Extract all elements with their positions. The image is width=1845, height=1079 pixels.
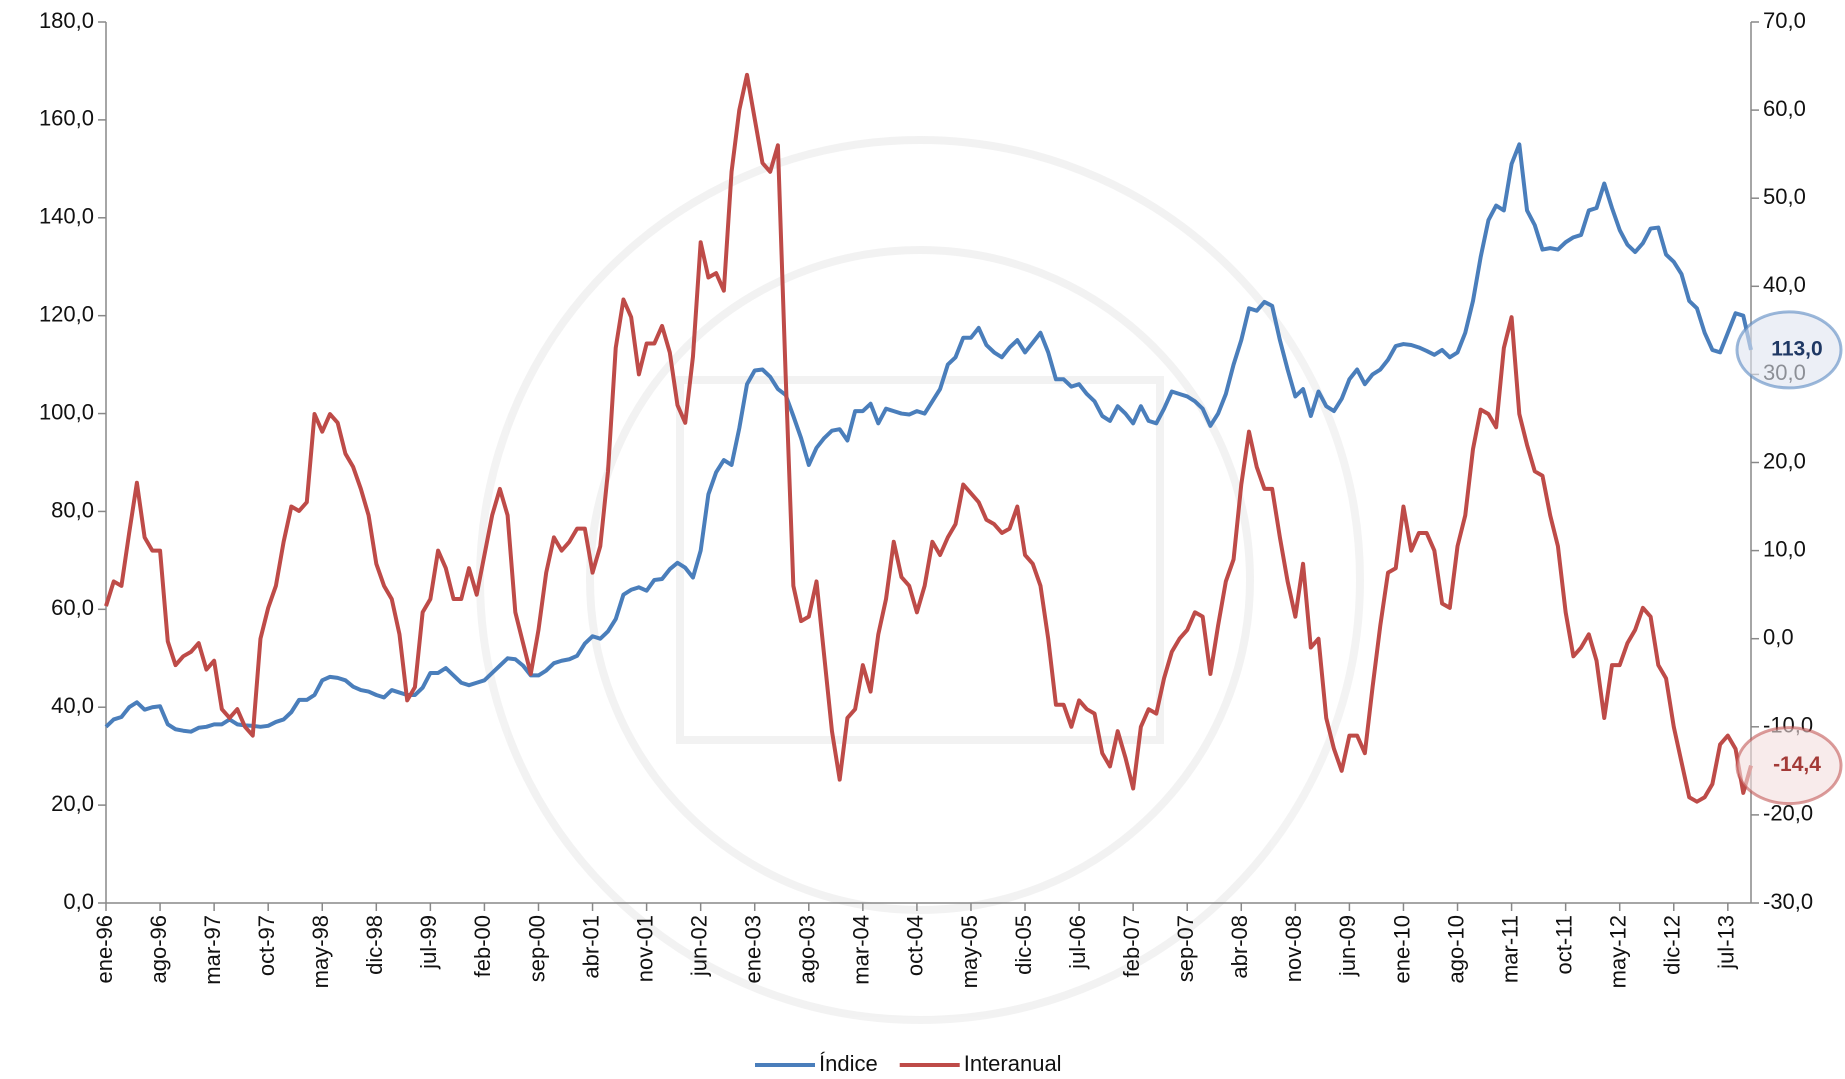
x-tick-label: dic-12 <box>1660 915 1685 975</box>
y2-tick-label: 70,0 <box>1763 8 1806 33</box>
y2-tick-label: 60,0 <box>1763 96 1806 121</box>
x-tick-label: ene-10 <box>1389 915 1414 984</box>
x-tick-label: jul-13 <box>1714 915 1739 970</box>
y-tick-label: 140,0 <box>39 204 94 229</box>
x-tick-label: feb-07 <box>1119 915 1144 977</box>
y2-tick-label: 40,0 <box>1763 272 1806 297</box>
y2-tick-label: -30,0 <box>1763 889 1813 914</box>
y-tick-label: 100,0 <box>39 399 94 424</box>
y-tick-label: 160,0 <box>39 106 94 131</box>
series-line <box>106 144 1751 731</box>
x-tick-label: mar-11 <box>1497 915 1522 983</box>
x-tick-label: ago-10 <box>1443 915 1468 984</box>
x-tick-label: sep-07 <box>1173 915 1198 982</box>
x-tick-label: jul-06 <box>1065 915 1090 970</box>
x-tick-label: jun-02 <box>686 915 711 977</box>
x-tick-label: jul-99 <box>416 915 441 970</box>
x-tick-label: ago-03 <box>795 915 820 984</box>
y2-tick-label: 50,0 <box>1763 184 1806 209</box>
x-tick-label: sep-00 <box>524 915 549 982</box>
y2-tick-label: 10,0 <box>1763 536 1806 561</box>
x-tick-label: ene-96 <box>92 915 117 984</box>
x-tick-label: dic-98 <box>362 915 387 975</box>
x-tick-label: dic-05 <box>1011 915 1036 975</box>
y2-tick-label: 20,0 <box>1763 448 1806 473</box>
x-tick-label: oct-04 <box>903 915 928 976</box>
x-tick-label: may-05 <box>957 915 982 988</box>
y-tick-label: 0,0 <box>63 889 94 914</box>
series-line <box>106 75 1751 802</box>
x-tick-label: may-12 <box>1606 915 1631 988</box>
x-tick-label: nov-01 <box>632 915 657 982</box>
y-tick-label: 80,0 <box>51 497 94 522</box>
x-tick-label: abr-08 <box>1227 915 1252 979</box>
y-tick-label: 60,0 <box>51 595 94 620</box>
x-tick-label: jun-09 <box>1335 915 1360 977</box>
y2-tick-label: 0,0 <box>1763 625 1794 650</box>
chart: 0,0 20,0 40,0 60,0 80,0 100,0 120,0 140,0 160,0 1… <box>0 0 1845 1079</box>
legend-label: Índice <box>819 1051 878 1076</box>
y-tick-label: 40,0 <box>51 693 94 718</box>
y-tick-label: 120,0 <box>39 301 94 326</box>
end-label: -14,4 <box>1773 753 1821 776</box>
x-tick-label: abr-01 <box>578 915 603 979</box>
end-label: 113,0 <box>1771 337 1822 360</box>
x-tick-label: ago-96 <box>146 915 171 984</box>
x-tick-label: ene-03 <box>741 915 766 984</box>
y-tick-label: 180,0 <box>39 8 94 33</box>
x-tick-label: mar-97 <box>200 915 225 985</box>
x-tick-label: may-98 <box>308 915 333 988</box>
y-tick-label: 20,0 <box>51 791 94 816</box>
legend-label: Interanual <box>964 1051 1062 1076</box>
x-tick-label: feb-00 <box>470 915 495 977</box>
x-tick-label: oct-97 <box>254 915 279 976</box>
x-tick-label: mar-04 <box>849 915 874 985</box>
x-tick-label: oct-11 <box>1551 915 1576 975</box>
x-tick-label: nov-08 <box>1281 915 1306 982</box>
